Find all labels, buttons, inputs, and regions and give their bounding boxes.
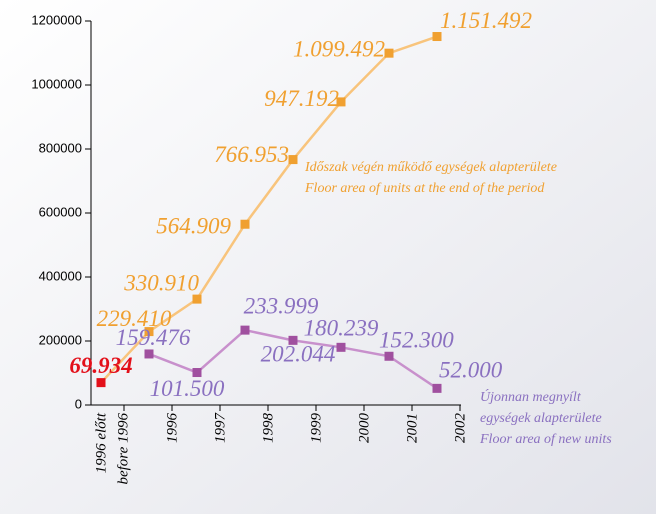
x-tick-label: 2000 [356, 413, 372, 444]
data-point [144, 327, 154, 337]
value-label: 52.000 [439, 358, 503, 383]
data-point [336, 97, 346, 107]
y-tick-label: 400000 [39, 268, 82, 283]
data-point [384, 351, 394, 361]
data-point [144, 349, 154, 359]
x-tick-label: before 1996 [115, 413, 131, 485]
value-label: 152.300 [379, 328, 454, 353]
data-point [192, 294, 202, 304]
legend-label: Floor area of units at the end of the pe… [304, 181, 545, 196]
y-tick-label: 600000 [39, 204, 82, 219]
legend-label: Floor area of new units [479, 432, 612, 447]
x-tick-label: 1999 [308, 413, 324, 444]
data-point [432, 32, 442, 42]
data-point [96, 378, 106, 388]
y-tick-label: 0 [75, 396, 82, 411]
value-label: 1.099.492 [293, 36, 385, 61]
x-tick-label: 2001 [404, 413, 420, 443]
data-point [240, 219, 250, 229]
y-tick-label: 800000 [39, 140, 82, 155]
value-label: 947.192 [264, 86, 339, 111]
x-tick-label: 1997 [212, 412, 228, 444]
x-tick-label: 1996 [164, 413, 180, 444]
x-tick-label: 1998 [260, 413, 276, 444]
data-point [288, 155, 298, 165]
y-tick-label: 1200000 [31, 12, 82, 27]
value-label: 69.934 [69, 353, 132, 378]
value-label: 202.044 [261, 342, 336, 367]
value-label: 229.410 [97, 306, 172, 331]
data-point [192, 368, 202, 378]
value-label: 233.999 [244, 293, 319, 318]
data-point [288, 335, 298, 345]
y-tick-label: 200000 [39, 332, 82, 347]
legend-label: Időszak végén működő egységek alapterüle… [304, 160, 557, 175]
series-line [100, 35, 438, 384]
value-label: 564.909 [156, 214, 231, 239]
value-label: 101.500 [150, 376, 225, 401]
data-point [384, 48, 394, 58]
value-label: 1.151.492 [440, 8, 532, 33]
value-label: 180.239 [304, 316, 379, 341]
data-point [240, 325, 250, 335]
legend-label: egységek alapterülete [480, 411, 602, 426]
x-tick-label: 1996 előtt [93, 412, 109, 473]
value-label: 159.476 [116, 325, 191, 350]
data-point [336, 342, 346, 352]
x-tick-label: 2002 [452, 413, 468, 444]
data-point [432, 383, 442, 393]
value-label: 766.953 [214, 142, 289, 167]
y-tick-label: 1000000 [31, 76, 82, 91]
value-label: 330.910 [123, 270, 199, 295]
legend-label: Újonnan megnyílt [480, 388, 582, 405]
